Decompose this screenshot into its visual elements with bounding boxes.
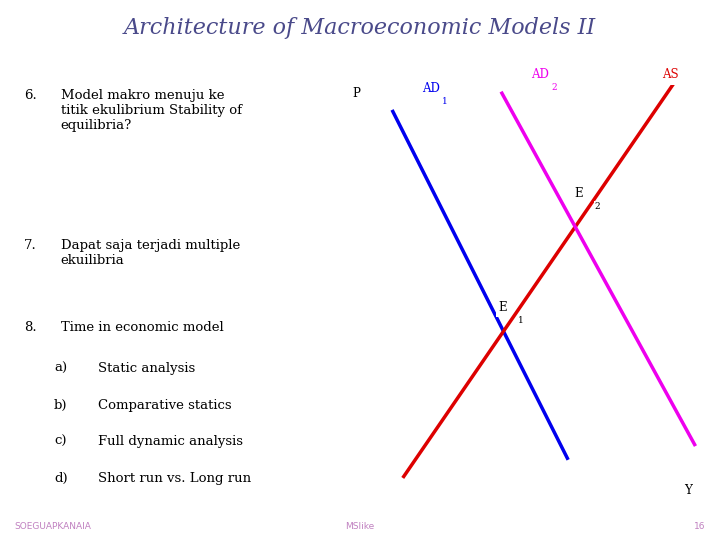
- Text: Y: Y: [684, 484, 692, 497]
- Text: 16: 16: [694, 522, 706, 531]
- Text: 6.: 6.: [24, 89, 37, 102]
- Text: Static analysis: Static analysis: [98, 362, 195, 375]
- Text: 2: 2: [551, 83, 557, 92]
- Text: MSlike: MSlike: [346, 522, 374, 531]
- Text: 2: 2: [595, 202, 600, 211]
- Text: Architecture of Macroeconomic Models II: Architecture of Macroeconomic Models II: [124, 17, 596, 39]
- Text: d): d): [54, 472, 68, 485]
- Text: Short run vs. Long run: Short run vs. Long run: [98, 472, 251, 485]
- Text: b): b): [54, 399, 68, 412]
- Text: AD: AD: [422, 82, 440, 95]
- Text: 1: 1: [518, 316, 524, 325]
- Text: 8.: 8.: [24, 321, 37, 334]
- Text: P: P: [353, 87, 361, 100]
- Text: c): c): [54, 435, 66, 448]
- Text: 1: 1: [442, 97, 448, 106]
- Text: AS: AS: [662, 69, 678, 82]
- Text: 7.: 7.: [24, 239, 37, 252]
- Text: E: E: [575, 187, 583, 200]
- Text: E: E: [498, 301, 507, 314]
- Text: SOEGUAPKANAIA: SOEGUAPKANAIA: [14, 522, 91, 531]
- Text: Time in economic model: Time in economic model: [60, 321, 223, 334]
- Text: Full dynamic analysis: Full dynamic analysis: [98, 435, 243, 448]
- Text: Comparative statics: Comparative statics: [98, 399, 231, 412]
- Text: Model makro menuju ke
titik ekulibrium Stability of
equilibria?: Model makro menuju ke titik ekulibrium S…: [60, 89, 242, 132]
- Text: AD: AD: [531, 69, 549, 82]
- Text: a): a): [54, 362, 67, 375]
- Text: Dapat saja terjadi multiple
ekuilibria: Dapat saja terjadi multiple ekuilibria: [60, 239, 240, 267]
